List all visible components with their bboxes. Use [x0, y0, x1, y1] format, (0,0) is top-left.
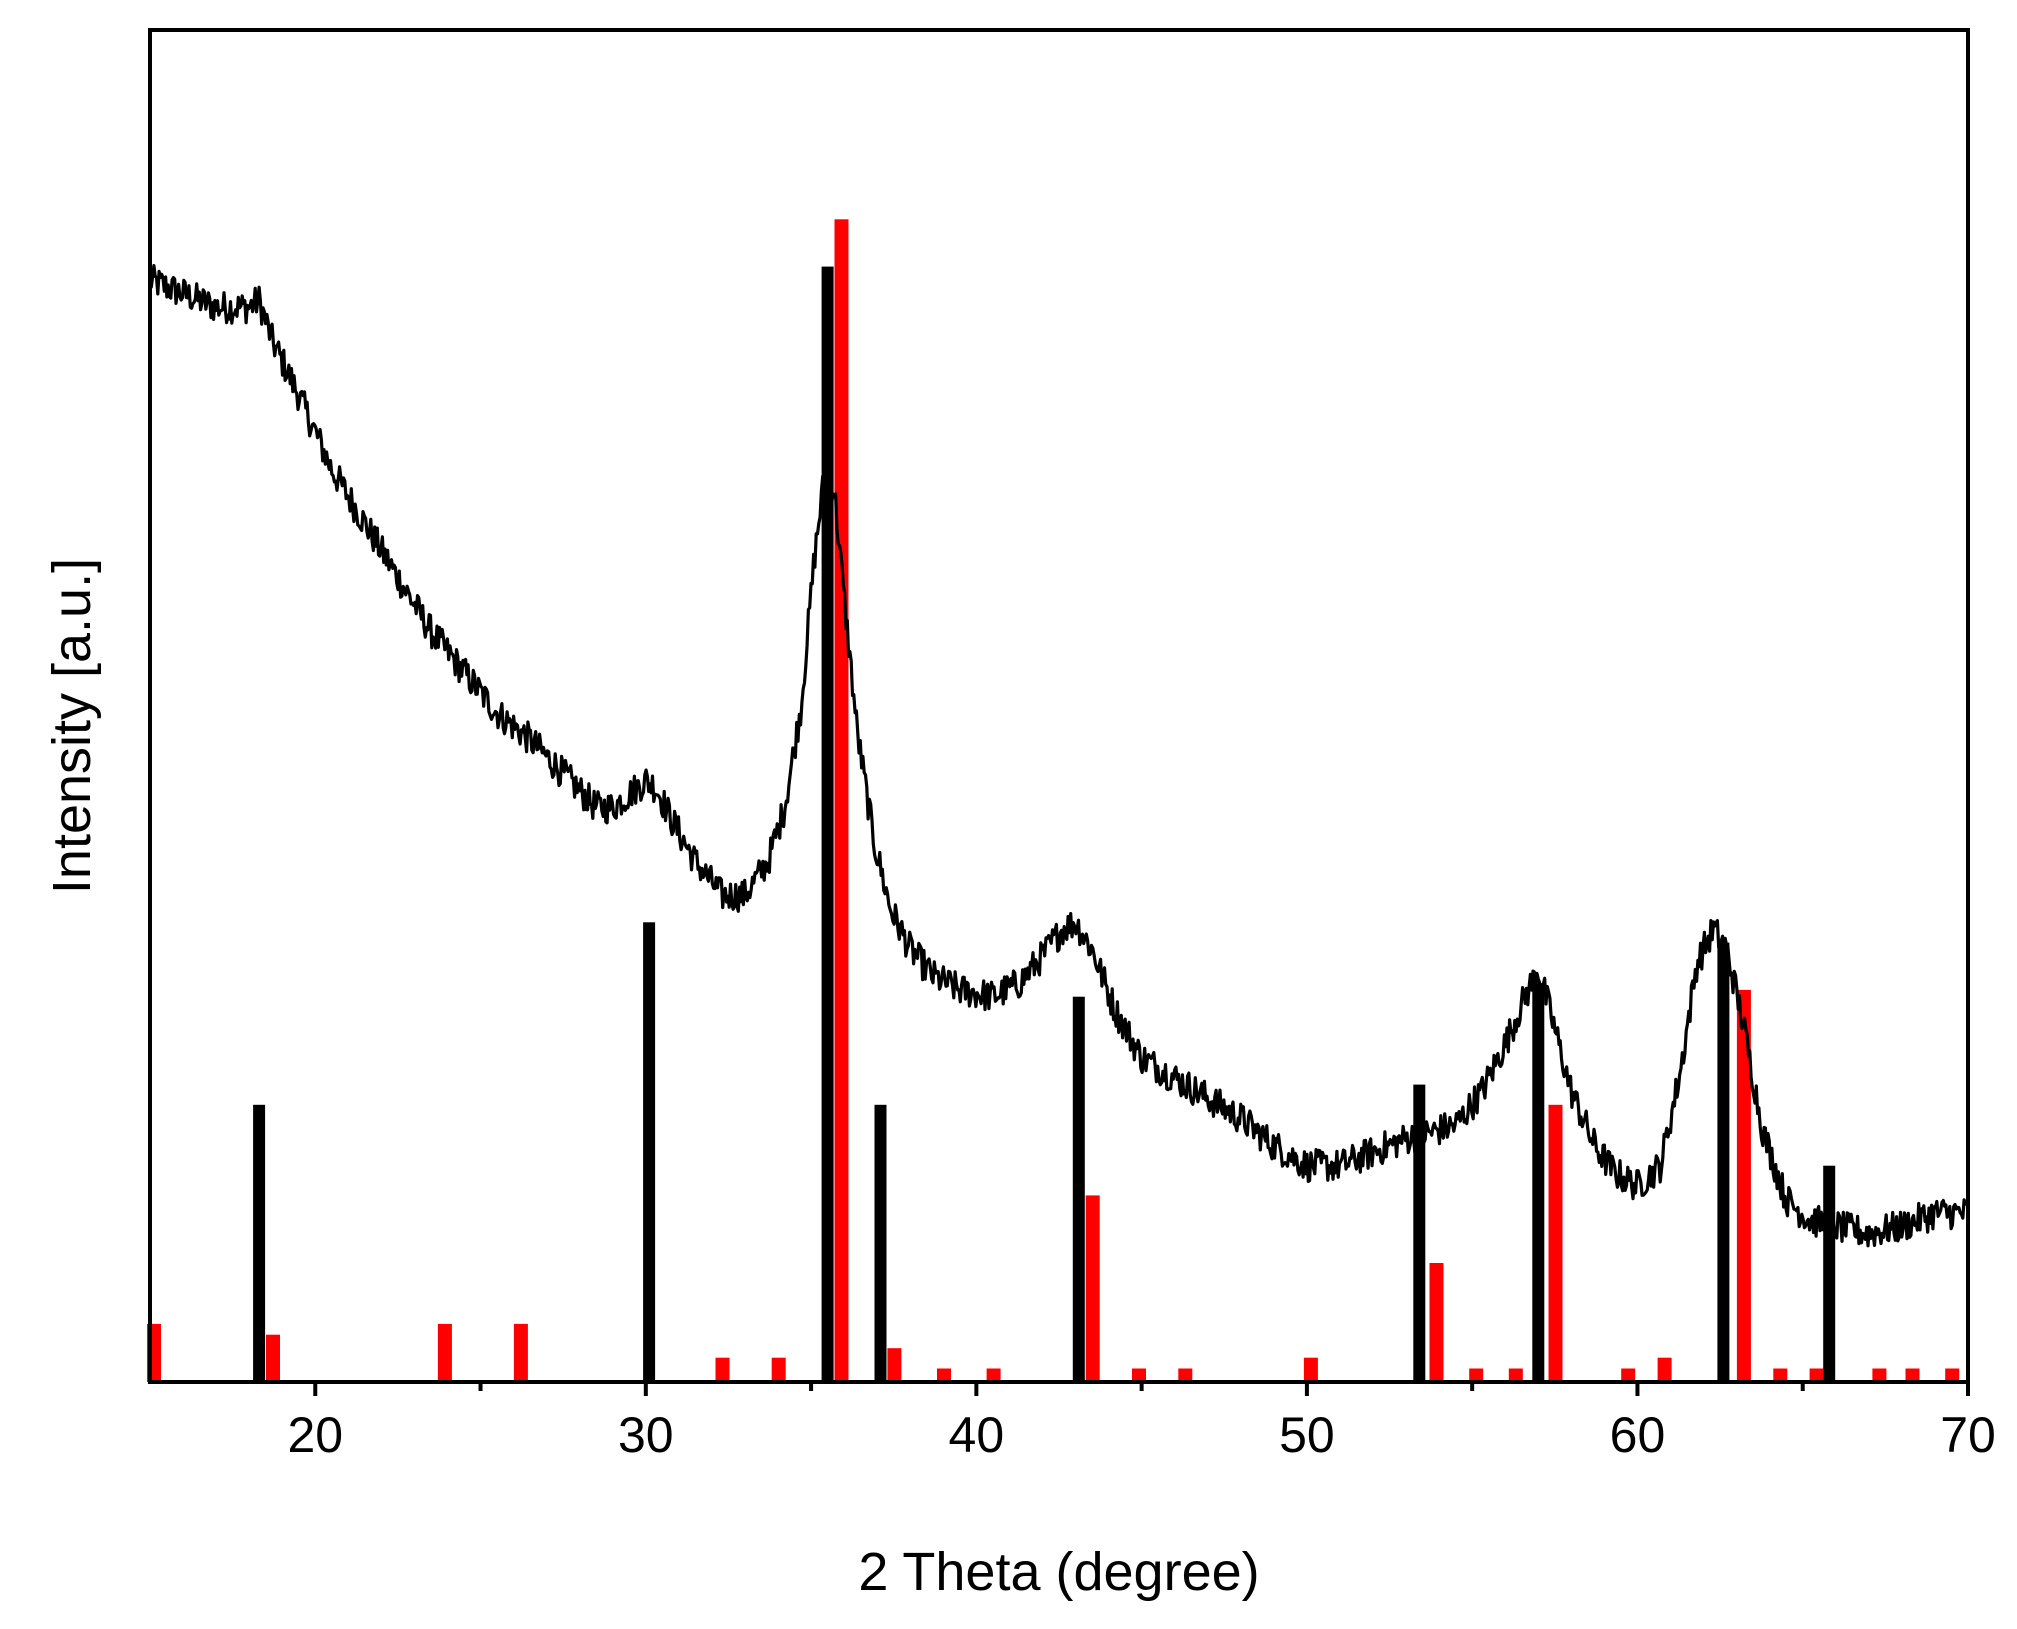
reference-black-bar: [253, 1104, 266, 1382]
reference-black-bar: [1717, 942, 1730, 1382]
reference-red-bar: [1809, 1368, 1824, 1382]
reference-black-bar: [1072, 996, 1085, 1382]
reference-red-bar: [937, 1368, 951, 1382]
reference-black-bars: [253, 266, 1836, 1383]
x-tick-label: 50: [1279, 1407, 1335, 1463]
reference-red-bar: [1736, 989, 1751, 1382]
y-axis-title: Intensity [a.u.]: [42, 558, 102, 894]
reference-red-bar: [986, 1368, 1001, 1382]
x-tick-label: 20: [287, 1407, 343, 1463]
reference-red-bar: [834, 219, 849, 1382]
xrd-pattern-line: [148, 264, 1969, 1248]
x-axis-ticks: [313, 1382, 1970, 1396]
reference-red-bar: [1469, 1368, 1484, 1382]
x-axis-tick-labels: 20 30 40 50 60 70: [287, 1407, 1995, 1463]
reference-red-bar: [771, 1357, 786, 1382]
reference-red-bar: [1621, 1368, 1636, 1382]
reference-red-bar: [1905, 1368, 1920, 1382]
reference-black-bar: [874, 1104, 887, 1382]
reference-red-bar: [1945, 1368, 1960, 1382]
reference-red-bar: [1085, 1195, 1100, 1382]
reference-red-bar: [1508, 1368, 1523, 1382]
reference-black-bar: [1413, 1084, 1426, 1382]
x-axis-title: 2 Theta (degree): [858, 1542, 1259, 1602]
x-tick-label: 60: [1610, 1407, 1666, 1463]
reference-red-bar: [266, 1334, 280, 1382]
reference-black-bar: [821, 266, 834, 1383]
x-tick-label: 70: [1940, 1407, 1996, 1463]
reference-red-bar: [513, 1323, 528, 1382]
reference-red-bar: [1657, 1357, 1672, 1382]
reference-red-bar: [715, 1357, 730, 1382]
reference-red-bar: [437, 1323, 452, 1382]
reference-black-bar: [1532, 983, 1545, 1382]
reference-red-bar: [1178, 1368, 1193, 1382]
plot-frame: [148, 28, 1970, 1384]
reference-red-bars: [147, 219, 1960, 1382]
reference-red-bar: [1429, 1263, 1444, 1382]
reference-red-bar: [887, 1348, 902, 1382]
reference-black-bar: [643, 922, 656, 1382]
reference-red-bar: [1548, 1104, 1563, 1382]
reference-black-bar: [1823, 1165, 1836, 1382]
reference-red-bar: [1132, 1368, 1146, 1382]
x-tick-label: 40: [949, 1407, 1005, 1463]
reference-red-bar: [1303, 1357, 1318, 1382]
x-tick-label: 30: [618, 1407, 674, 1463]
series-group: [148, 264, 1969, 1248]
reference-red-bar: [1872, 1368, 1887, 1382]
reference-red-bar: [1773, 1368, 1788, 1382]
